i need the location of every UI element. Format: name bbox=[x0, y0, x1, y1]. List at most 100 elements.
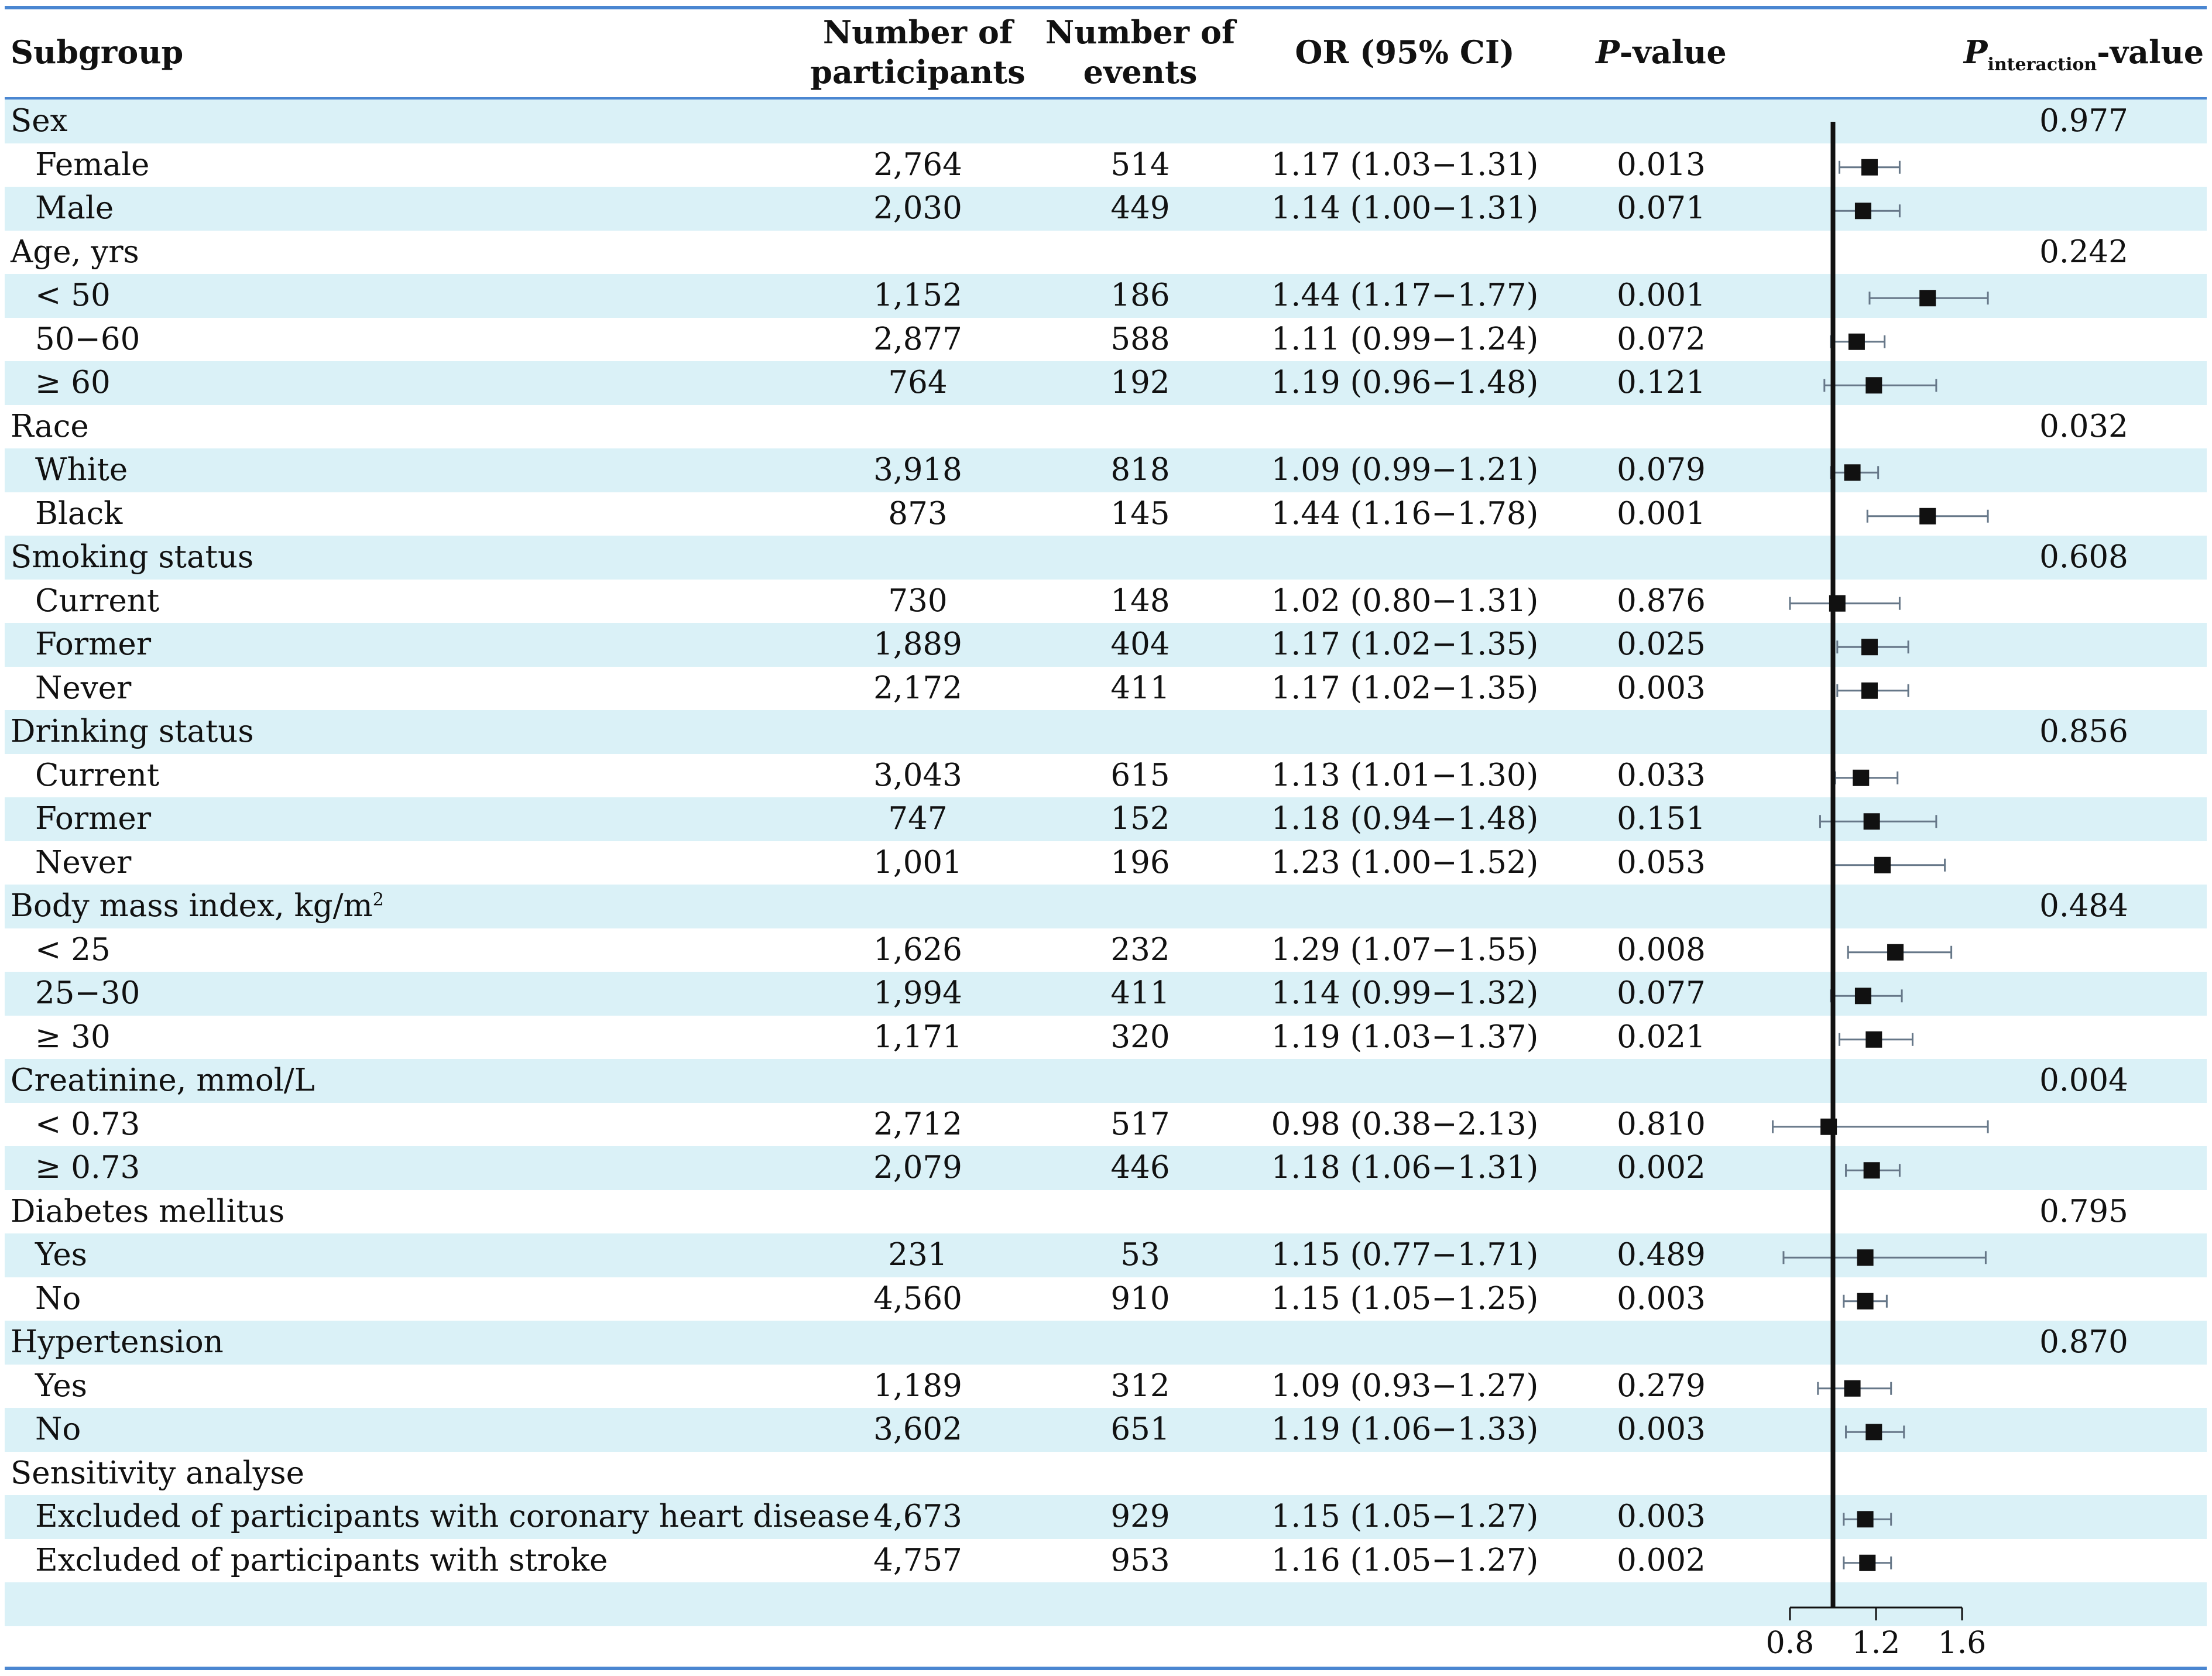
events-value: 196 bbox=[1110, 844, 1170, 880]
participants-value: 2,172 bbox=[873, 670, 962, 706]
or-marker bbox=[1848, 333, 1865, 350]
or-marker bbox=[1854, 988, 1871, 1005]
p-value: 0.071 bbox=[1617, 190, 1706, 227]
participants-value: 4,757 bbox=[873, 1542, 962, 1578]
top-rule bbox=[5, 6, 2207, 9]
or-marker bbox=[1874, 856, 1891, 873]
events-value: 588 bbox=[1110, 321, 1170, 357]
events-value: 411 bbox=[1110, 670, 1170, 706]
or-marker bbox=[1919, 508, 1936, 525]
row-stripe bbox=[5, 448, 2207, 492]
or-marker bbox=[1853, 769, 1870, 786]
events-value: 186 bbox=[1110, 277, 1170, 314]
p-value: 0.072 bbox=[1617, 321, 1706, 357]
p-interaction-value: 0.977 bbox=[2039, 103, 2128, 139]
or-marker bbox=[1857, 1511, 1874, 1528]
participants-value: 873 bbox=[888, 495, 948, 532]
or-marker bbox=[1859, 1554, 1876, 1571]
p-value: 0.121 bbox=[1617, 365, 1706, 401]
subgroup-label: < 0.73 bbox=[35, 1106, 140, 1142]
or-marker bbox=[1863, 1162, 1880, 1179]
or-marker bbox=[1844, 1380, 1861, 1397]
p-value: 0.002 bbox=[1617, 1542, 1706, 1578]
group-label: Race bbox=[11, 408, 89, 444]
events-value: 651 bbox=[1110, 1411, 1170, 1448]
subgroup-label: Never bbox=[35, 670, 132, 706]
p-value: 0.489 bbox=[1617, 1237, 1706, 1273]
events-value: 929 bbox=[1110, 1499, 1170, 1535]
p-value: 0.151 bbox=[1617, 801, 1706, 837]
subgroup-label: Current bbox=[35, 757, 160, 793]
events-value: 411 bbox=[1110, 975, 1170, 1012]
or-marker bbox=[1919, 290, 1936, 307]
subgroup-label: Female bbox=[35, 146, 150, 183]
row-stripe bbox=[5, 623, 2207, 667]
header-subgroup: Subgroup bbox=[11, 33, 184, 71]
group-label: Body mass index, kg/m2 bbox=[11, 888, 384, 924]
subgroup-label: Former bbox=[35, 801, 152, 837]
row-stripe bbox=[5, 1408, 2207, 1452]
participants-value: 231 bbox=[888, 1237, 948, 1273]
row-stripe bbox=[5, 361, 2207, 405]
participants-value: 764 bbox=[888, 365, 948, 401]
p-value: 0.077 bbox=[1617, 975, 1706, 1012]
or-ci-value: 1.17 (1.02−1.35) bbox=[1271, 670, 1539, 706]
p-value: 0.008 bbox=[1617, 931, 1706, 968]
x-tick-label: 1.2 bbox=[1852, 1626, 1901, 1661]
or-marker bbox=[1865, 1424, 1882, 1441]
participants-value: 1,001 bbox=[873, 844, 962, 880]
p-value: 0.810 bbox=[1617, 1106, 1706, 1142]
participants-value: 1,994 bbox=[873, 975, 962, 1012]
row-stripe bbox=[5, 1059, 2207, 1103]
row-stripe bbox=[5, 536, 2207, 580]
participants-value: 1,189 bbox=[873, 1367, 962, 1404]
participants-value: 4,673 bbox=[873, 1499, 962, 1535]
header-pint-rest: -value bbox=[2097, 33, 2204, 71]
or-ci-value: 1.44 (1.17−1.77) bbox=[1271, 277, 1539, 314]
subgroup-label: White bbox=[35, 452, 128, 488]
row-stripe bbox=[5, 274, 2207, 318]
or-ci-value: 1.11 (0.99−1.24) bbox=[1271, 321, 1539, 357]
or-marker bbox=[1887, 944, 1904, 961]
participants-value: 4,560 bbox=[873, 1280, 962, 1317]
or-marker bbox=[1863, 813, 1880, 830]
events-value: 514 bbox=[1110, 146, 1170, 183]
subgroup-label: Excluded of participants with stroke bbox=[35, 1542, 608, 1578]
or-marker bbox=[1857, 1249, 1874, 1266]
subgroup-label: Black bbox=[35, 495, 123, 532]
or-marker bbox=[1854, 203, 1871, 220]
subgroup-label: No bbox=[35, 1280, 81, 1317]
group-label: Hypertension bbox=[11, 1324, 224, 1360]
p-value: 0.279 bbox=[1617, 1367, 1706, 1404]
participants-value: 730 bbox=[888, 582, 948, 619]
label-superscript: 2 bbox=[372, 889, 384, 910]
events-value: 192 bbox=[1110, 365, 1170, 401]
participants-value: 1,626 bbox=[873, 931, 962, 968]
bottom-rule bbox=[5, 1667, 2207, 1670]
header-participants-line2: participants bbox=[810, 53, 1026, 91]
or-ci-value: 1.15 (1.05−1.25) bbox=[1271, 1280, 1539, 1317]
subgroup-label: Yes bbox=[35, 1367, 87, 1404]
subgroup-label: Current bbox=[35, 582, 160, 619]
group-label: Diabetes mellitus bbox=[11, 1193, 285, 1229]
participants-value: 2,030 bbox=[873, 190, 962, 227]
or-marker bbox=[1857, 1293, 1874, 1310]
participants-value: 1,152 bbox=[873, 277, 962, 314]
p-interaction-value: 0.856 bbox=[2039, 714, 2128, 750]
or-ci-value: 1.14 (0.99−1.32) bbox=[1271, 975, 1539, 1012]
header-participants-line1: Number of bbox=[822, 13, 1013, 51]
or-ci-value: 1.16 (1.05−1.27) bbox=[1271, 1542, 1539, 1578]
events-value: 449 bbox=[1110, 190, 1170, 227]
events-value: 312 bbox=[1110, 1367, 1170, 1404]
or-ci-value: 1.18 (1.06−1.31) bbox=[1271, 1150, 1539, 1186]
participants-value: 2,079 bbox=[873, 1150, 962, 1186]
p-value: 0.013 bbox=[1617, 146, 1706, 183]
or-ci-value: 1.18 (0.94−1.48) bbox=[1271, 801, 1539, 837]
p-value: 0.876 bbox=[1617, 582, 1706, 619]
p-value: 0.025 bbox=[1617, 626, 1706, 663]
or-marker bbox=[1865, 377, 1882, 394]
or-ci-value: 1.17 (1.03−1.31) bbox=[1271, 146, 1539, 183]
events-value: 152 bbox=[1110, 801, 1170, 837]
